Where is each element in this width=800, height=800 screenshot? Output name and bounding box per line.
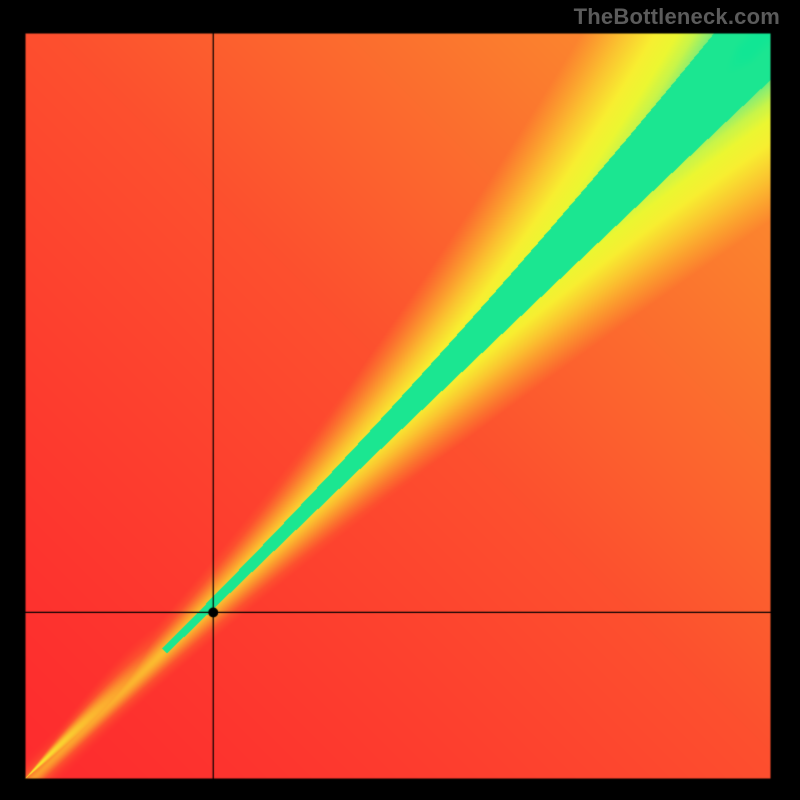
chart-container: TheBottleneck.com <box>0 0 800 800</box>
watermark-text: TheBottleneck.com <box>574 4 780 30</box>
heatmap-canvas <box>0 0 800 800</box>
